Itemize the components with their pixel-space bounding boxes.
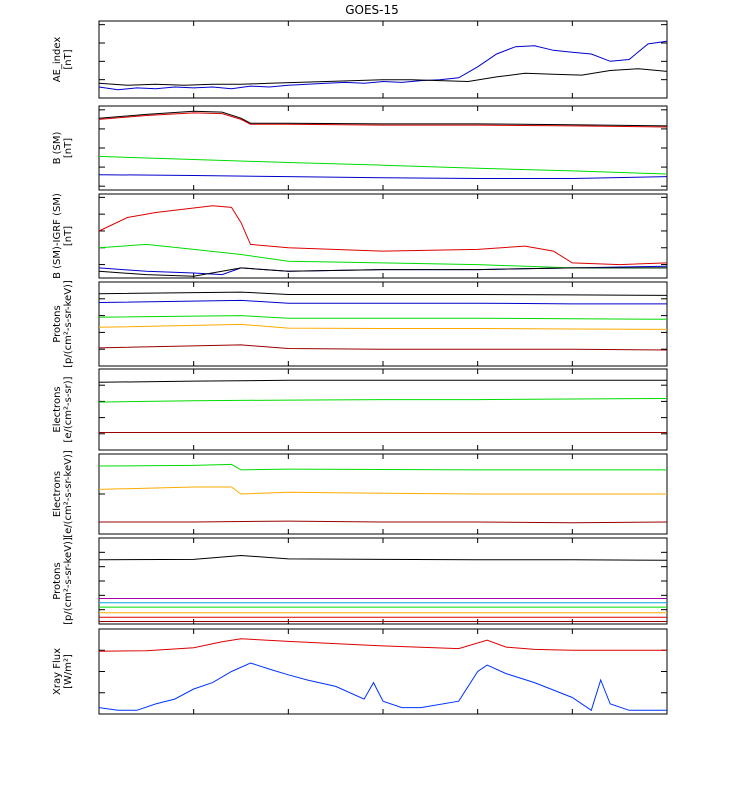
series-line-2 <box>98 662 667 712</box>
y-axis-label: B (SM)-IGRF (SM)[nT] <box>52 193 74 279</box>
y-axis-label-line: [W/m²] <box>63 654 74 689</box>
series-line-1 <box>98 40 668 91</box>
series-line-2 <box>98 398 668 403</box>
figure-title: GOES-15 <box>345 3 399 17</box>
series-line-3 <box>98 379 667 383</box>
series-line-3 <box>98 463 667 471</box>
y-axis-label-line: [nT] <box>63 138 74 158</box>
series-line-7 <box>98 554 668 561</box>
y-axis-label-line: Xray Flux <box>52 648 63 695</box>
series-line-3 <box>98 112 668 128</box>
series-line-3 <box>98 205 668 266</box>
y-axis-label: Electrons[e/(cm²-s-sr)] <box>52 376 74 442</box>
y-axis-label-line: [e/(cm²-s-sr-keV)] <box>63 450 74 538</box>
y-axis-label-line: B (SM)-IGRF (SM) <box>52 193 63 279</box>
panel-5: Electrons[e/(cm²-s-sr)] <box>52 368 668 451</box>
panel-8: Xray Flux[W/m²] <box>52 628 668 715</box>
series-line-2 <box>98 323 668 330</box>
series-line-2 <box>98 155 668 175</box>
series-line-1 <box>98 344 668 351</box>
y-axis-label-line: Protons <box>52 562 63 599</box>
series-line-1 <box>98 174 668 179</box>
series-line-4 <box>98 110 668 127</box>
y-axis-label: Protons[p/(cm²-s-sr-keV)] <box>52 537 74 625</box>
y-axis-label: Electrons[e/(cm²-s-sr-keV)] <box>52 450 74 538</box>
series-line-2 <box>98 68 668 86</box>
panel-4: Protons[p/(cm²-s-sr-keV)] <box>52 280 668 368</box>
panel-6: Electrons[e/(cm²-s-sr-keV)] <box>52 450 668 538</box>
y-axis-label: B (SM)[nT] <box>52 131 74 164</box>
y-axis-label-line: Electrons <box>52 471 63 517</box>
y-axis-label-line: B (SM) <box>52 131 63 164</box>
y-axis-label-line: [p/(cm²-s-sr-keV)] <box>63 280 74 368</box>
panel-frame <box>98 537 668 625</box>
y-axis-label: Protons[p/(cm²-s-sr-keV)] <box>52 280 74 368</box>
panel-7: Protons[p/(cm²-s-sr-keV)] <box>52 537 668 625</box>
y-axis-label: Xray Flux[W/m²] <box>52 648 74 695</box>
y-axis-label-line: [nT] <box>63 49 74 69</box>
panel-1: AE_index[nT] <box>52 20 668 99</box>
series-line-2 <box>98 486 667 495</box>
series-line-5 <box>98 291 668 296</box>
panels: AE_index[nT]B (SM)[nT]B (SM)-IGRF (SM)[n… <box>52 20 668 715</box>
y-axis-label-line: [nT] <box>63 226 74 246</box>
series-line-2 <box>98 243 667 269</box>
panel-frame <box>98 193 668 279</box>
series-line-4 <box>98 267 667 277</box>
panel-frame <box>98 20 668 99</box>
y-axis-label-line: AE_index <box>52 37 63 83</box>
panel-3: B (SM)-IGRF (SM)[nT] <box>52 193 668 279</box>
series-line-1 <box>98 638 667 652</box>
series-line-4 <box>98 299 667 305</box>
y-axis-label-line: [e/(cm²-s-sr)] <box>63 376 74 442</box>
series-line-3 <box>98 315 668 320</box>
y-axis-label: AE_index[nT] <box>52 37 74 83</box>
panel-2: B (SM)[nT] <box>52 105 668 191</box>
series-line-1 <box>99 520 668 524</box>
y-axis-label-line: [p/(cm²-s-sr-keV)] <box>63 537 74 625</box>
y-axis-label-line: Electrons <box>52 386 63 432</box>
y-axis-label-line: Protons <box>52 305 63 342</box>
